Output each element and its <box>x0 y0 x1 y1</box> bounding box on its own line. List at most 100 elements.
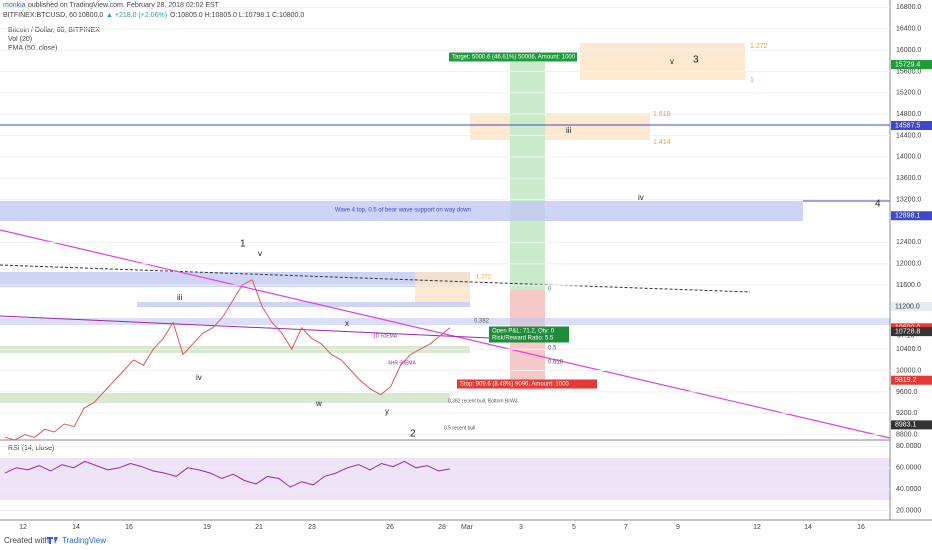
author[interactable]: monkia <box>3 2 26 9</box>
chart-title: Bitcoin / Dollar, 60, BITFINEX <box>8 27 100 34</box>
y-tick-label: 10400.0 <box>896 346 921 353</box>
band <box>0 393 450 403</box>
y-tick-label: 16000.0 <box>896 47 921 54</box>
annotation-bg <box>489 333 569 343</box>
y-tick-label: 13200.0 <box>896 196 921 203</box>
fib-box <box>580 43 745 80</box>
annotation: 4 <box>875 199 881 210</box>
price-line <box>4 279 451 441</box>
x-tick-label: 16 <box>857 524 865 531</box>
annotation: 1.272 <box>750 43 768 50</box>
band <box>0 318 890 325</box>
target-zone <box>510 62 545 290</box>
support-band <box>0 201 803 221</box>
price-label-bg <box>891 420 932 430</box>
x-tick-label: 3 <box>519 524 523 531</box>
annotation: iv <box>638 193 644 202</box>
x-tick-label: 16 <box>125 524 133 531</box>
y-tick-label: 40.0000 <box>896 486 921 493</box>
annotation: Open P&L: 71.2, Qty: 0 <box>492 329 555 335</box>
x-tick-label: Mar <box>461 524 474 531</box>
x-tick-label: 5 <box>572 524 576 531</box>
y-tick-label: 16400.0 <box>896 26 921 33</box>
annotation: 0.382 <box>474 319 490 325</box>
y-tick-label: 10000.0 <box>896 367 921 374</box>
annotation: 0.618 <box>548 360 564 366</box>
logo <box>47 537 58 544</box>
x-tick-label: 9 <box>676 524 680 531</box>
y-tick-label: 14000.0 <box>896 154 921 161</box>
rsi-band <box>0 458 890 500</box>
annotation: 0.5 <box>548 346 557 352</box>
price-label: 8983.1 <box>895 422 917 429</box>
x-tick-label: 14 <box>72 524 80 531</box>
brand[interactable]: TradingView <box>62 536 106 545</box>
annotation: 1 <box>240 239 246 250</box>
annotation: y <box>385 407 389 416</box>
annotation: 1.272 <box>476 275 492 281</box>
annotation: x <box>345 319 349 328</box>
annotation: 3 <box>693 55 699 66</box>
annotation: 1.618 <box>653 111 671 118</box>
y-tick-label: 12000.0 <box>896 261 921 268</box>
x-tick-label: 12 <box>753 524 761 531</box>
price-label: 11200.0 <box>895 303 920 310</box>
countdown: 57:10 <box>897 333 915 340</box>
annotation: Risk/Reward Ratio: 5.5 <box>492 336 554 342</box>
annotation-bg <box>449 52 577 62</box>
rsi-title: RSI (14, close) <box>8 445 54 452</box>
trend-line <box>0 229 891 439</box>
annotation: iv <box>196 373 202 382</box>
annotation: w <box>315 399 322 408</box>
price-label-bg <box>891 301 932 311</box>
annotation: 1.414 <box>653 139 671 146</box>
y-tick-label: 13600.0 <box>896 175 921 182</box>
price-label: 14587.5 <box>895 122 920 129</box>
fib-box <box>415 272 470 302</box>
x-tick-label: 7 <box>624 524 628 531</box>
annotation: 0.382 recent bull, Bottom BrW3. <box>448 398 519 404</box>
band <box>137 302 470 307</box>
ohlc: O:10805.0 H:10805.0 L:10798.1 C:10800.0 <box>170 12 304 19</box>
annotation: iii <box>177 293 183 302</box>
symbol: BITFINEX:BTCUSD, 60 <box>3 12 77 19</box>
annotation: v <box>670 57 674 66</box>
annotation: Stop: 909.6 (8.48%) 9096, Amount: 1000 <box>460 382 569 388</box>
annotation: 1 <box>750 77 754 84</box>
x-tick-label: 12 <box>19 524 27 531</box>
y-tick-label: 14800.0 <box>896 111 921 118</box>
annotation: 2 <box>410 429 416 440</box>
annotation: 0.5 recent bull <box>444 425 475 431</box>
y-tick-label: 14400.0 <box>896 132 921 139</box>
last-price: 10800.0 <box>78 12 103 19</box>
price-label-bg <box>891 327 932 337</box>
annotation-bg <box>489 326 569 336</box>
price-label-bg <box>891 121 932 131</box>
price-label: 10728.8 <box>895 328 920 335</box>
price-line <box>4 460 451 488</box>
annotation: v <box>258 249 262 258</box>
annotation-bg <box>457 379 597 389</box>
y-tick-label: 11600.0 <box>896 282 921 289</box>
y-tick-label: 80.0000 <box>896 443 921 450</box>
x-tick-label: 26 <box>386 524 394 531</box>
y-tick-label: 60.0000 <box>896 465 921 472</box>
trend-line <box>0 264 751 293</box>
trend-line <box>0 315 491 339</box>
indicator: EMA (50, close) <box>8 45 57 52</box>
y-tick-label: 20.0000 <box>896 507 921 514</box>
price-label-bg <box>891 375 932 385</box>
price-label-bg <box>891 60 932 70</box>
y-tick-label: 9200.0 <box>896 410 918 417</box>
annotation: Wave 4 top, 0.5 of bear wave support on … <box>335 208 471 214</box>
y-tick-label: 15600.0 <box>896 68 921 75</box>
y-tick-label: 8800.0 <box>896 432 918 439</box>
annotation: iii <box>566 126 572 135</box>
y-tick-label: 15200.0 <box>896 90 921 97</box>
footer-text: Created with <box>4 536 49 545</box>
x-tick-label: 21 <box>255 524 263 531</box>
price-label: 12898.1 <box>895 213 920 220</box>
x-tick-label: 28 <box>438 524 446 531</box>
published: published on TradingView.com, February 2… <box>28 2 220 9</box>
